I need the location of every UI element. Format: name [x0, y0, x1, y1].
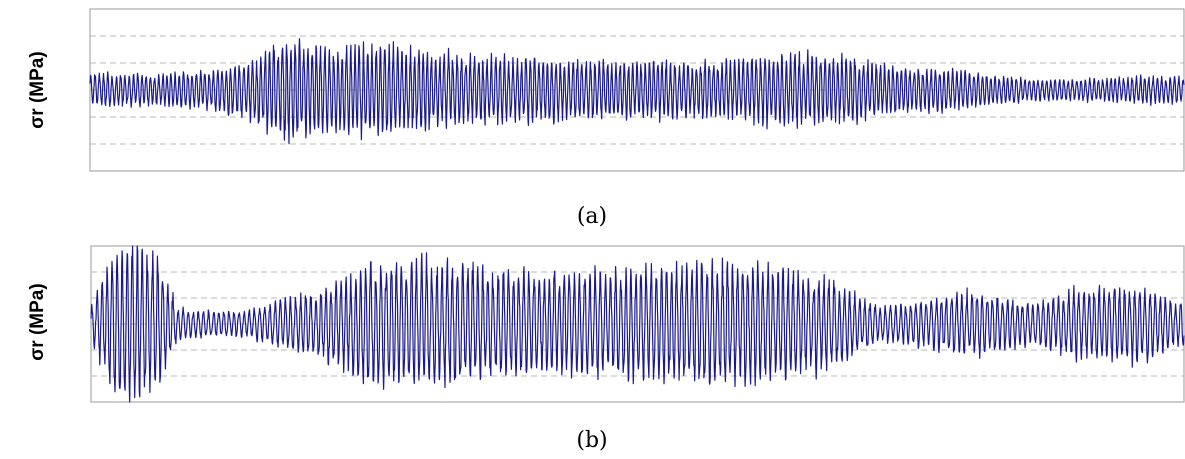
y-axis-label-a: σr (MPa): [27, 51, 48, 128]
series-line-a: [90, 39, 1184, 144]
caption-b: (b): [576, 428, 607, 453]
panel-a: σr (MPa) (a): [27, 9, 1184, 229]
y-axis-label-b: σr (MPa): [27, 283, 48, 360]
panel-b: σr (MPa) (b): [27, 246, 1184, 453]
caption-a: (a): [577, 204, 607, 229]
